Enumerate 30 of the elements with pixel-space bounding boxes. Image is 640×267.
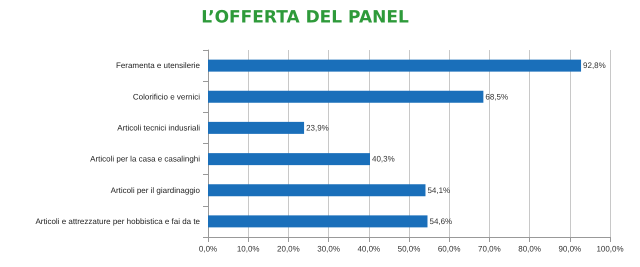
x-tick-label: 0,0% — [198, 244, 218, 254]
bar — [208, 184, 426, 196]
bar — [208, 122, 304, 134]
x-tick-label: 40,0% — [357, 244, 380, 254]
y-tick-label: Colorificio e vernici — [132, 92, 200, 102]
y-tick-label: Articoli per il giardinaggio — [110, 186, 201, 195]
x-tick-label: 80,0% — [518, 244, 541, 254]
x-tick-label: 100,0% — [596, 244, 624, 254]
data-label: 54,6% — [429, 216, 452, 226]
x-tick-label: 30,0% — [317, 244, 340, 254]
bar — [208, 153, 370, 166]
data-label: 68,5% — [485, 92, 508, 102]
y-tick-label: Articoli tecnici indusriali — [117, 123, 200, 132]
x-tick-label: 10,0% — [236, 244, 260, 254]
x-tick-label: 70,0% — [478, 244, 501, 254]
y-tick-label: Feramenta e utensilerie — [116, 61, 201, 70]
chart-title: L’OFFERTA DEL PANEL — [201, 8, 409, 28]
bar — [208, 60, 582, 72]
bar — [208, 215, 428, 228]
data-label: 40,3% — [372, 154, 395, 164]
x-tick-label: 90,0% — [558, 244, 582, 254]
data-label: 23,9% — [306, 123, 329, 132]
x-tick-label: 50,0% — [398, 244, 420, 254]
bar — [208, 90, 484, 103]
y-tick-label: Articoli per la casa e casalinghi — [90, 154, 200, 164]
x-tick-label: 20,0% — [277, 244, 300, 254]
data-label: 92,8% — [583, 61, 606, 70]
data-label: 54,1% — [427, 186, 450, 195]
y-tick-label: Articoli e attrezzature per hobbistica e fai da te — [35, 216, 201, 226]
x-tick-label: 60,0% — [438, 244, 461, 254]
